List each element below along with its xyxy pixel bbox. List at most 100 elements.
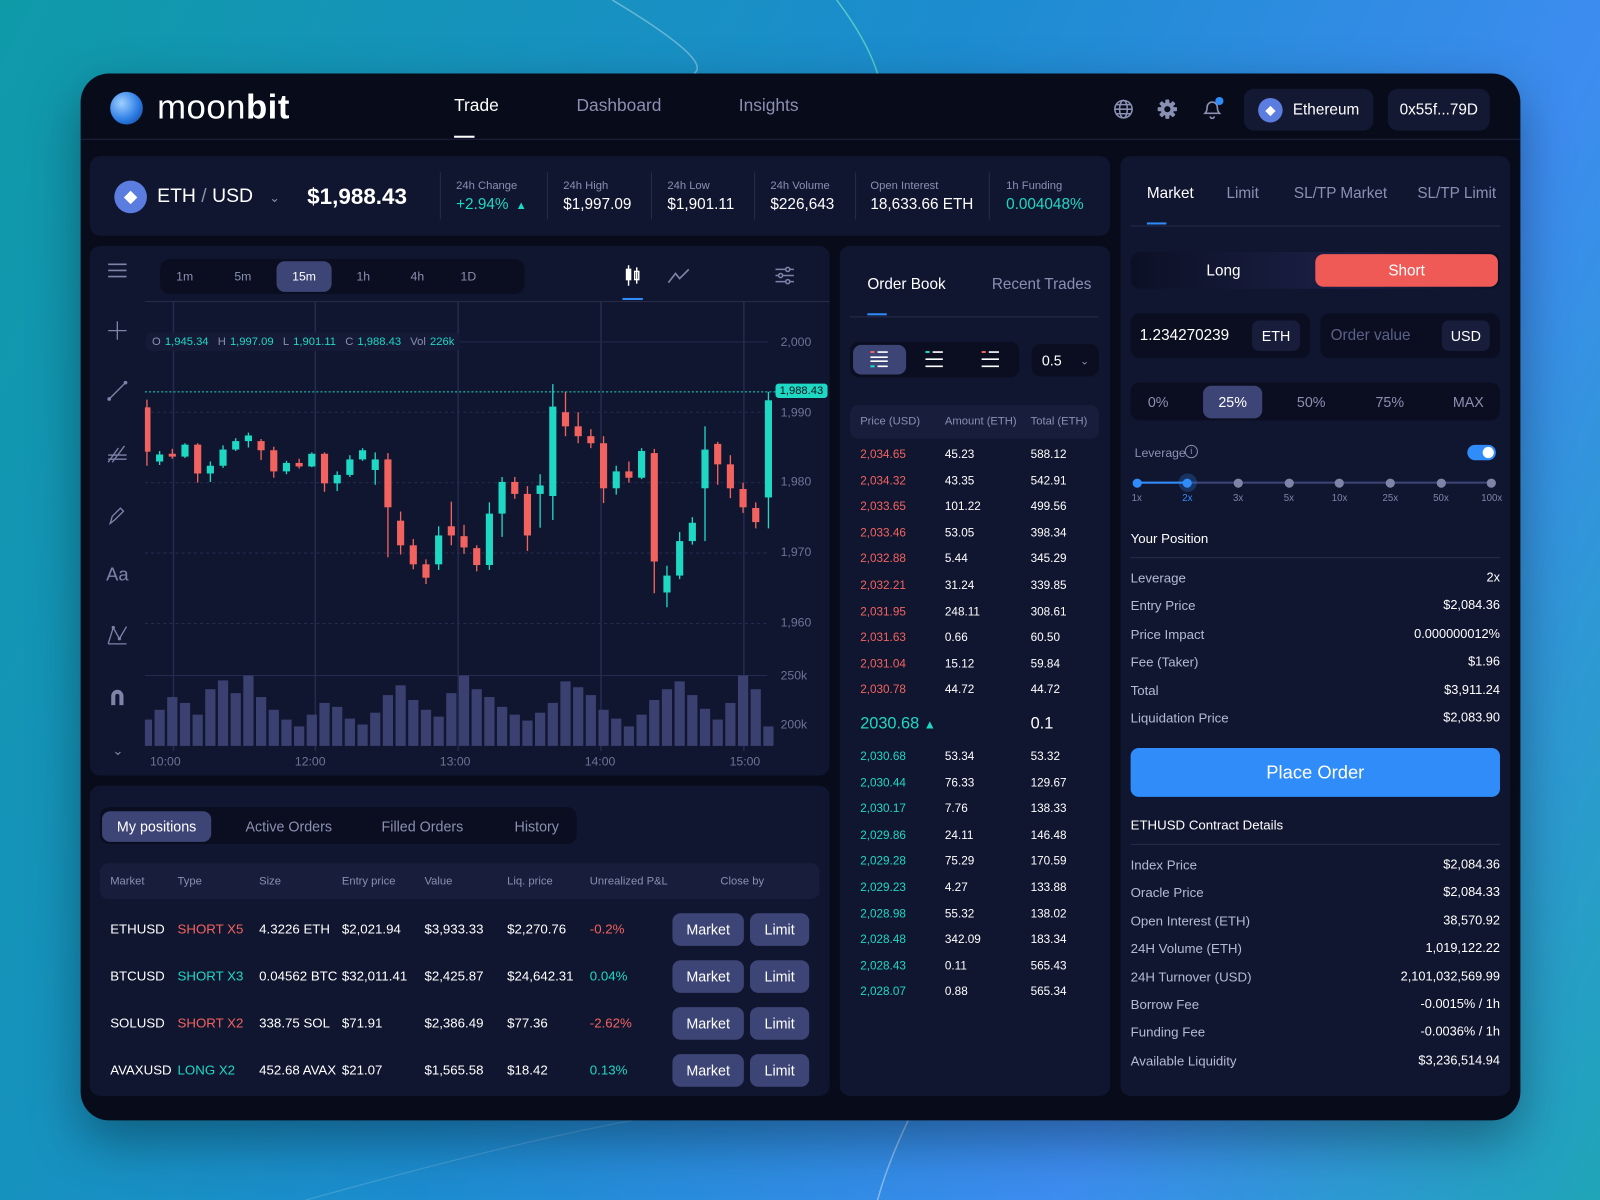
close-limit-button[interactable]: Limit	[749, 1054, 810, 1087]
leverage-stop[interactable]	[1132, 478, 1142, 488]
menu-icon[interactable]	[106, 259, 128, 281]
info-icon[interactable]: i	[1184, 444, 1198, 459]
volume-bar	[636, 714, 647, 746]
header-divider	[80, 138, 1521, 140]
ticker-bar	[89, 156, 1111, 236]
leverage-stop[interactable]	[1233, 478, 1243, 488]
notification-dot	[1215, 96, 1224, 106]
position-entry: $2,021.94	[341, 921, 401, 937]
wallet-address-button[interactable]: 0x55f...79D	[1387, 88, 1490, 131]
timeframe-4h[interactable]: 4h	[393, 261, 442, 292]
leverage-stop-label: 10x	[1331, 492, 1348, 505]
trend-line-icon[interactable]	[106, 380, 128, 402]
close-limit-button[interactable]: Limit	[749, 960, 810, 993]
fib-icon[interactable]	[106, 442, 128, 464]
crosshair-icon[interactable]	[106, 319, 128, 341]
leverage-stop[interactable]	[1334, 478, 1345, 488]
stat-label: 1h Funding	[1006, 179, 1063, 192]
stat-value: $226,643	[770, 196, 834, 213]
position-pnl: 0.04%	[589, 968, 628, 984]
stat-label: 24h Low	[667, 179, 710, 192]
orderbook-tab-indicator	[867, 313, 887, 316]
position-liq: $77.36	[507, 1015, 548, 1031]
candle-down	[714, 443, 722, 465]
tab-my-positions[interactable]: My positions	[102, 811, 212, 842]
timeframe-1m[interactable]: 1m	[160, 261, 209, 292]
bids-only-icon[interactable]	[924, 350, 944, 368]
time-tick-label: 12:00	[294, 754, 326, 769]
long-button[interactable]: Long	[1206, 261, 1241, 280]
tab-limit[interactable]: Limit	[1226, 184, 1259, 203]
position-pnl: -0.2%	[589, 921, 625, 937]
tab-market[interactable]: Market	[1146, 184, 1194, 203]
timeframe-1h[interactable]: 1h	[339, 261, 388, 292]
tab-active-orders[interactable]: Active Orders	[245, 818, 333, 835]
brush-icon[interactable]	[106, 503, 128, 526]
brand-name[interactable]: moonbit	[157, 88, 290, 128]
asks-only-icon[interactable]	[981, 350, 1001, 368]
percent-0[interactable]: 0%	[1147, 393, 1169, 411]
leverage-stop[interactable]	[1182, 478, 1193, 488]
stat-value: 18,633.66 ETH	[870, 196, 973, 213]
column-header: Entry price	[341, 875, 396, 888]
candle-up	[232, 441, 240, 450]
percent-max[interactable]: MAX	[1452, 393, 1484, 411]
pattern-icon[interactable]	[106, 623, 128, 645]
close-limit-button[interactable]: Limit	[749, 913, 810, 946]
timeframe-5m[interactable]: 5m	[218, 261, 267, 292]
chart-settings-icon[interactable]	[774, 266, 794, 285]
timeframe-label: 4h	[410, 269, 425, 284]
contract-label: 24H Turnover (USD)	[1130, 968, 1252, 985]
timeframe-15m[interactable]: 15m	[276, 261, 332, 292]
volume-bar	[154, 709, 165, 746]
nav-trade[interactable]: Trade	[454, 95, 499, 116]
leverage-stop[interactable]	[1385, 478, 1395, 488]
percent-75[interactable]: 75%	[1375, 393, 1405, 411]
short-button[interactable]: Short	[1315, 254, 1498, 287]
tab-sl-tp-limit[interactable]: SL/TP Limit	[1417, 184, 1497, 203]
tab-filled-orders[interactable]: Filled Orders	[381, 818, 464, 835]
tab-history[interactable]: History	[514, 818, 559, 835]
candle-up	[676, 541, 684, 576]
close-market-button[interactable]: Market	[672, 913, 744, 946]
nav-insights[interactable]: Insights	[738, 95, 799, 116]
line-chart-icon[interactable]	[667, 267, 690, 284]
stat-separator	[439, 172, 441, 220]
leverage-track[interactable]	[1136, 481, 1492, 484]
price-chart[interactable]	[144, 302, 830, 775]
nav-dashboard[interactable]: Dashboard	[576, 95, 662, 116]
leverage-stop[interactable]	[1436, 478, 1446, 488]
base-asset: ETH	[157, 185, 196, 208]
position-entry: $32,011.41	[341, 968, 408, 984]
both-sides-icon[interactable]	[869, 350, 889, 368]
total: 542.91	[1030, 475, 1067, 488]
percent-50[interactable]: 50%	[1296, 393, 1326, 411]
candle-down	[739, 488, 747, 508]
price-step-select[interactable]: 0.5 ⌄	[1031, 343, 1099, 377]
candle-down	[447, 526, 455, 536]
tab-recent-trades[interactable]: Recent Trades	[991, 275, 1092, 293]
market-selector[interactable]: ETH / USD ⌄	[157, 186, 279, 208]
place-order-button[interactable]: Place Order	[1130, 747, 1500, 797]
gear-icon[interactable]	[1157, 99, 1178, 119]
chevron-down-icon[interactable]: ⌄	[112, 742, 124, 759]
text-icon[interactable]: Aa	[106, 564, 129, 585]
magnet-icon[interactable]	[106, 686, 128, 708]
close-limit-button[interactable]: Limit	[749, 1007, 810, 1040]
network-selector[interactable]: ◆ Ethereum	[1243, 88, 1374, 131]
close-market-button[interactable]: Market	[672, 1007, 744, 1040]
close-market-button[interactable]: Market	[672, 1054, 744, 1087]
close-market-button[interactable]: Market	[672, 960, 744, 993]
bell-icon[interactable]	[1200, 96, 1227, 120]
leverage-stop[interactable]	[1487, 478, 1497, 488]
candle-up	[764, 400, 773, 498]
percent-25[interactable]: 25%	[1203, 385, 1263, 419]
globe-icon[interactable]	[1113, 99, 1133, 119]
tab-sl-tp-market[interactable]: SL/TP Market	[1293, 184, 1388, 203]
leverage-toggle[interactable]	[1467, 444, 1496, 461]
leverage-stop[interactable]	[1284, 478, 1294, 488]
volume-bar	[230, 693, 241, 746]
candlestick-icon[interactable]	[624, 264, 640, 286]
tab-order-book[interactable]: Order Book	[867, 275, 946, 293]
timeframe-1D[interactable]: 1D	[449, 261, 498, 292]
